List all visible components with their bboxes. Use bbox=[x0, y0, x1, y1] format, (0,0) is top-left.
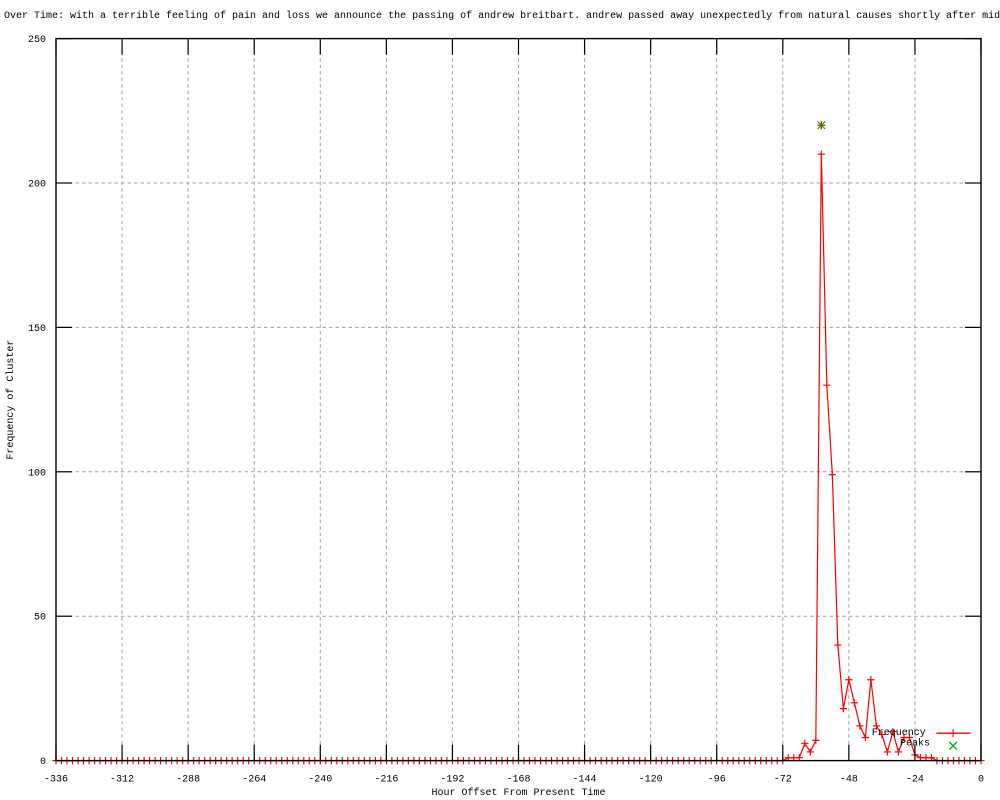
svg-text:Over Time: with a terrible fee: Over Time: with a terrible feeling of pa… bbox=[4, 10, 1000, 22]
svg-text:-336: -336 bbox=[44, 775, 68, 786]
svg-text:-216: -216 bbox=[374, 775, 398, 786]
svg-text:-168: -168 bbox=[506, 775, 530, 786]
svg-text:250: 250 bbox=[28, 35, 46, 46]
svg-text:-144: -144 bbox=[573, 775, 597, 786]
svg-text:Frequency: Frequency bbox=[872, 728, 926, 739]
svg-text:-72: -72 bbox=[774, 775, 792, 786]
svg-text:Peaks: Peaks bbox=[900, 738, 930, 750]
svg-text:100: 100 bbox=[28, 468, 46, 479]
svg-text:-24: -24 bbox=[906, 775, 924, 786]
svg-text:-120: -120 bbox=[639, 775, 663, 786]
svg-text:Hour Offset From Present Time: Hour Offset From Present Time bbox=[431, 787, 605, 799]
svg-text:-96: -96 bbox=[708, 775, 726, 786]
svg-text:-192: -192 bbox=[440, 775, 464, 786]
svg-text:-264: -264 bbox=[242, 775, 266, 786]
svg-text:150: 150 bbox=[28, 324, 46, 335]
svg-text:0: 0 bbox=[978, 775, 984, 786]
svg-text:50: 50 bbox=[34, 613, 46, 624]
svg-text:-312: -312 bbox=[110, 775, 134, 786]
svg-text:0: 0 bbox=[40, 757, 46, 768]
svg-text:-48: -48 bbox=[840, 775, 858, 786]
svg-text:-240: -240 bbox=[308, 775, 332, 786]
svg-text:-288: -288 bbox=[176, 775, 200, 786]
svg-text:200: 200 bbox=[28, 180, 46, 191]
svg-text:Frequency of Cluster: Frequency of Cluster bbox=[5, 340, 17, 460]
